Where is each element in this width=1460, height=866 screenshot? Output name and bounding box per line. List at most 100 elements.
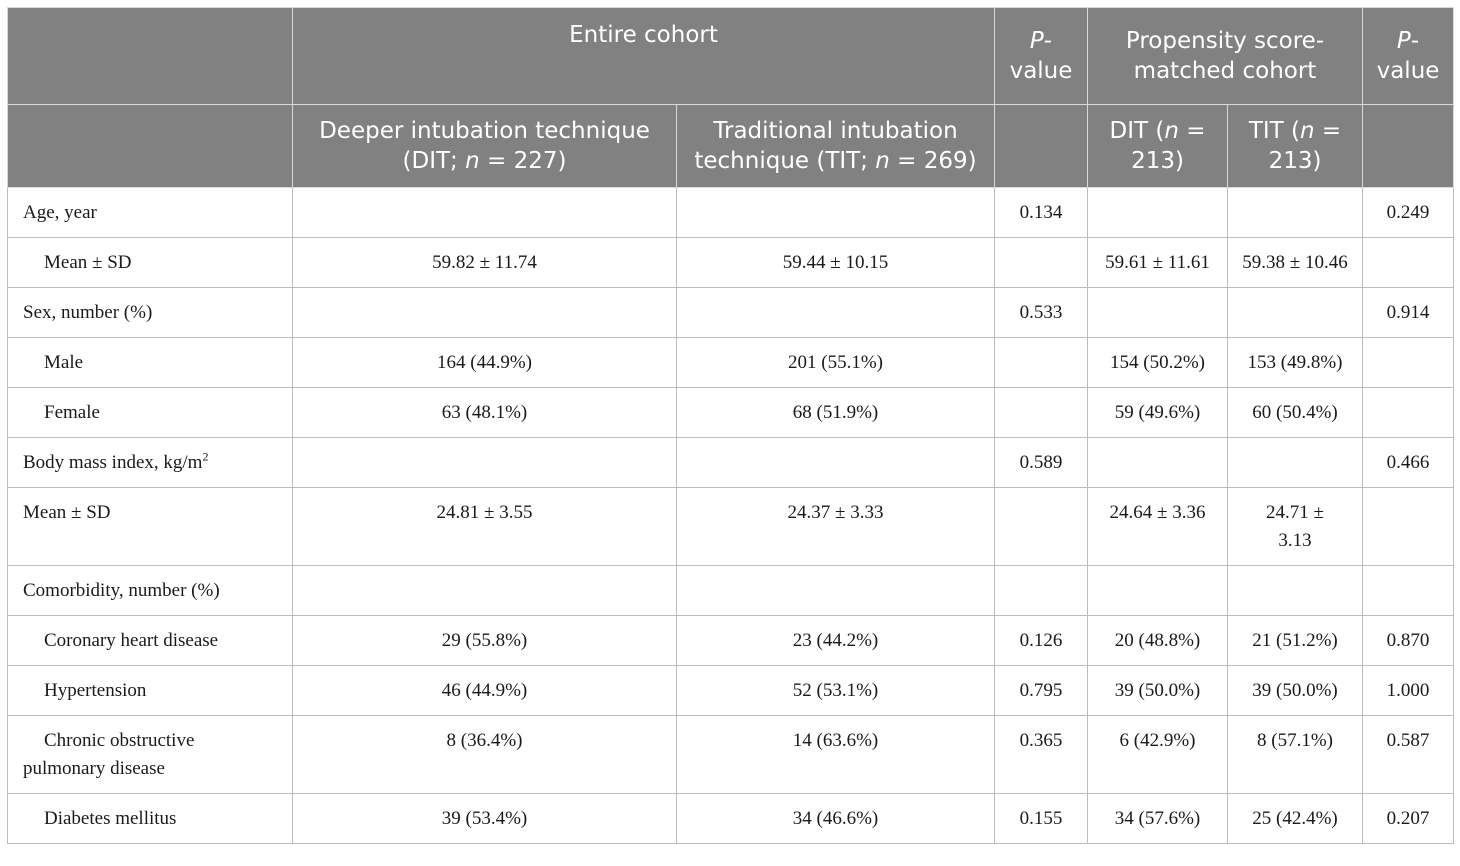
row-label: Sex, number (%) — [7, 287, 293, 338]
psm-p-value-cell — [1362, 337, 1455, 388]
psm-dit-cell: 34 (57.6%) — [1087, 793, 1228, 844]
psm-dit-1b: = — [1178, 118, 1206, 144]
dit-cell: 29 (55.8%) — [292, 615, 677, 666]
p-value-cell: 0.533 — [994, 287, 1088, 338]
header-blank-cell — [7, 7, 293, 105]
dit-cell: 63 (48.1%) — [292, 387, 677, 438]
psm-p-value-cell: 0.466 — [1362, 437, 1455, 488]
row-label: Diabetes mellitus — [7, 793, 293, 844]
p-value-header-psm: P- value — [1362, 7, 1455, 105]
tit-cell — [676, 437, 995, 488]
dit-cell: 24.81 ± 3.55 — [292, 487, 677, 566]
superscript: 2 — [202, 449, 209, 464]
p-value-word-psm: value — [1376, 58, 1440, 84]
row-label: Mean ± SD — [7, 487, 293, 566]
p-value-word: value — [1009, 58, 1073, 84]
psm-p-value-cell — [1362, 487, 1455, 566]
psm-tit-n: n — [1300, 118, 1315, 144]
dit-cell: 164 (44.9%) — [292, 337, 677, 388]
table-row: Female 63 (48.1%) 68 (51.9%) 59 (49.6%) … — [7, 387, 1455, 438]
psm-dit-cell: 20 (48.8%) — [1087, 615, 1228, 666]
dit-cell: 46 (44.9%) — [292, 665, 677, 716]
psm-tit-1a: TIT ( — [1248, 118, 1300, 144]
row-label: Hypertension — [7, 665, 293, 716]
tit-line-2b: = 269) — [889, 148, 977, 174]
dit-cell — [292, 565, 677, 616]
dit-line-2a: (DIT; — [402, 148, 466, 174]
tit-line-2a: technique (TIT; — [694, 148, 876, 174]
psm-dit-cell: 154 (50.2%) — [1087, 337, 1228, 388]
tit-cell: 201 (55.1%) — [676, 337, 995, 388]
dit-line-2b: = 227) — [479, 148, 567, 174]
table-row: Hypertension 46 (44.9%) 52 (53.1%) 0.795… — [7, 665, 1455, 716]
table-row: Coronary heart disease 29 (55.8%) 23 (44… — [7, 615, 1455, 666]
psm-cohort-header: Propensity score-matched cohort — [1086, 7, 1364, 105]
table-row: Male 164 (44.9%) 201 (55.1%) 154 (50.2%)… — [7, 337, 1455, 388]
psm-tit-cell — [1226, 287, 1364, 338]
tit-cell: 59.44 ± 10.15 — [676, 237, 995, 288]
psm-tit-header: TIT (n = 213) — [1226, 104, 1364, 188]
psm-tit-cell: 153 (49.8%) — [1226, 337, 1364, 388]
psm-dit-cell: 59.61 ± 11.61 — [1087, 237, 1228, 288]
psm-p-value-cell — [1362, 387, 1455, 438]
tit-line-1: Traditional intubation — [713, 118, 958, 144]
psm-tit-cell: 24.71 ± 3.13 — [1226, 487, 1364, 566]
tit-cell — [676, 187, 995, 238]
psm-tit-cell: 60 (50.4%) — [1226, 387, 1364, 438]
row-label: Chronic obstructive pulmonary disease — [7, 715, 293, 794]
row-label-line-1: Chronic obstructive — [44, 730, 195, 751]
p-dash-psm: - — [1410, 28, 1420, 54]
psm-dit-cell — [1087, 287, 1228, 338]
table-row: Chronic obstructive pulmonary disease 8 (… — [7, 715, 1455, 794]
psm-dit-cell: 39 (50.0%) — [1087, 665, 1228, 716]
row-label: Body mass index, kg/m2 — [7, 437, 293, 488]
psm-tit-cell — [1226, 187, 1364, 238]
tit-cell — [676, 287, 995, 338]
psm-dit-2: 213) — [1131, 148, 1184, 174]
psm-p-value-cell: 0.914 — [1362, 287, 1455, 338]
p-value-cell: 0.126 — [994, 615, 1088, 666]
psm-dit-cell: 24.64 ± 3.36 — [1087, 487, 1228, 566]
psm-p-value-cell — [1362, 237, 1455, 288]
table-row: Comorbidity, number (%) — [7, 565, 1455, 616]
psm-p-value-cell: 0.207 — [1362, 793, 1455, 844]
p-value-cell: 0.795 — [994, 665, 1088, 716]
tit-cell: 24.37 ± 3.33 — [676, 487, 995, 566]
table-header: Entire cohort P-value Propensity score-m… — [7, 7, 1455, 188]
row-label-text: Body mass index, kg/m — [23, 452, 203, 473]
psm-tit-cell — [1226, 565, 1364, 616]
psm-dit-cell: 6 (42.9%) — [1087, 715, 1228, 794]
table-row: Mean ± SD 59.82 ± 11.74 59.44 ± 10.15 59… — [7, 237, 1455, 288]
psm-tit-cell: 25 (42.4%) — [1226, 793, 1364, 844]
p-value-cell — [994, 487, 1088, 566]
p-italic-psm: P — [1396, 28, 1411, 54]
psm-dit-cell: 59 (49.6%) — [1087, 387, 1228, 438]
psm-tit-cell: 39 (50.0%) — [1226, 665, 1364, 716]
row-label: Male — [7, 337, 293, 388]
psm-p-value-cell: 1.000 — [1362, 665, 1455, 716]
p-value-cell — [994, 337, 1088, 388]
dit-cell: 59.82 ± 11.74 — [292, 237, 677, 288]
psm-dit-cell — [1087, 565, 1228, 616]
table-row: Age, year 0.134 0.249 — [7, 187, 1455, 238]
tit-cell — [676, 565, 995, 616]
table-row: Mean ± SD 24.81 ± 3.55 24.37 ± 3.33 24.6… — [7, 487, 1455, 566]
dit-cell — [292, 187, 677, 238]
row-label: Mean ± SD — [7, 237, 293, 288]
psm-line-1: Propensity score- — [1125, 28, 1325, 54]
tit-cell: 34 (46.6%) — [676, 793, 995, 844]
p-value-cell — [994, 237, 1088, 288]
dit-header: Deeper intubation technique (DIT; n = 227… — [292, 104, 677, 188]
psm-tit-cell — [1226, 437, 1364, 488]
psm-dit-cell — [1087, 187, 1228, 238]
tit-cell: 52 (53.1%) — [676, 665, 995, 716]
table-row: Diabetes mellitus 39 (53.4%) 34 (46.6%) … — [7, 793, 1455, 844]
dit-cell: 8 (36.4%) — [292, 715, 677, 794]
entire-cohort-label: Entire cohort — [569, 22, 718, 48]
subheader-p-blank — [994, 104, 1088, 188]
p-value-cell — [994, 565, 1088, 616]
p-dash: - — [1043, 28, 1053, 54]
psm-tit-cell: 8 (57.1%) — [1226, 715, 1364, 794]
entire-cohort-header: Entire cohort — [292, 7, 995, 105]
row-label: Coronary heart disease — [7, 615, 293, 666]
